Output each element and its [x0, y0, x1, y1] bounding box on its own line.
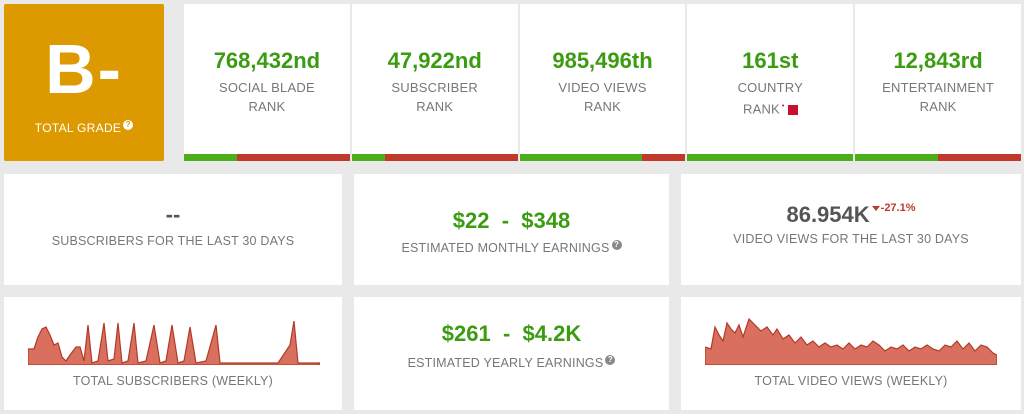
rank-social-blade: 768,432nd SOCIAL BLADE RANK — [184, 4, 352, 161]
rank-entertainment: 12,843rd ENTERTAINMENT RANK — [855, 4, 1021, 161]
rank-value: 985,496th — [552, 48, 653, 73]
yearly-earnings-value: $261 - $4.2K — [354, 321, 669, 347]
rank-bar-red — [384, 154, 518, 161]
yearly-earnings-sep: - — [502, 321, 511, 346]
subscribers-sparkline-area — [28, 321, 320, 365]
subscribers-30-days-value: -- — [165, 202, 181, 227]
rank-bar-green — [687, 154, 854, 161]
yearly-earnings-card: $261 - $4.2K ESTIMATED YEARLY EARNINGS? — [354, 297, 669, 410]
rank-label-line2: RANK — [584, 99, 621, 114]
rank-value: 161st — [742, 48, 799, 73]
rank-label-line2: RANK — [248, 99, 286, 114]
rank-country: 161st COUNTRY RANK • — [687, 4, 856, 161]
yearly-earnings-high: $4.2K — [522, 321, 582, 346]
rank-bar — [855, 154, 1021, 161]
rank-label-line1: VIDEO VIEWS — [558, 80, 647, 95]
down-triangle-icon — [871, 205, 880, 211]
rank-label-line1: SUBSCRIBER — [391, 80, 478, 95]
rank-bar-green — [519, 154, 643, 161]
rank-value: 768,432nd — [213, 48, 321, 73]
help-icon[interactable]: ? — [611, 240, 622, 250]
yearly-earnings-low: $261 — [441, 321, 491, 346]
rank-value: 47,922nd — [387, 48, 482, 73]
monthly-earnings-sep: - — [501, 208, 510, 233]
ranks-panel: 768,432nd SOCIAL BLADE RANK 47,922nd SUBS… — [184, 4, 1021, 161]
rank-bar-red — [642, 154, 686, 161]
rank-label-line2: RANK — [919, 99, 957, 114]
rank-value: 12,843rd — [893, 48, 983, 73]
help-icon[interactable]: ? — [123, 120, 134, 130]
monthly-earnings-label: ESTIMATED MONTHLY EARNINGS? — [354, 240, 669, 255]
video-views-sparkline — [705, 317, 997, 365]
total-subscribers-weekly-card: TOTAL SUBSCRIBERS (WEEKLY) — [4, 297, 342, 410]
rank-bar-green — [855, 154, 939, 161]
rank-bar-red — [237, 154, 350, 161]
rank-label-line1: SOCIAL BLADE — [218, 80, 315, 95]
total-grade-box: B- TOTAL GRADE? — [4, 4, 164, 161]
video-views-30-days-card: 86.954K -27.1% VIDEO VIEWS FOR THE LAST 3… — [681, 174, 1021, 285]
rank-label: VIDEO VIEWS RANK — [520, 78, 686, 116]
rank-label: COUNTRY RANK • — [687, 78, 853, 118]
country-marker: • — [781, 103, 785, 110]
grade-letter: B- — [45, 30, 123, 108]
grade-label: TOTAL GRADE? — [4, 120, 164, 135]
rank-subscriber: 47,922nd SUBSCRIBER RANK — [351, 4, 520, 161]
monthly-earnings-card: $22 - $348 ESTIMATED MONTHLY EARNINGS? — [354, 174, 669, 285]
rank-label-line1: COUNTRY — [737, 80, 804, 95]
yearly-earnings-label: ESTIMATED YEARLY EARNINGS? — [354, 355, 669, 370]
monthly-earnings-value: $22 - $348 — [354, 208, 669, 234]
subscribers-sparkline — [28, 321, 320, 365]
monthly-earnings-low: $22 — [452, 208, 490, 233]
yearly-earnings-label-text: ESTIMATED YEARLY EARNINGS — [407, 356, 604, 371]
rank-bar — [184, 154, 350, 161]
rank-label: SOCIAL BLADE RANK — [184, 78, 350, 116]
rank-label: SUBSCRIBER RANK — [352, 78, 518, 116]
rank-bar — [351, 154, 518, 161]
subscribers-30-days-card: -- SUBSCRIBERS FOR THE LAST 30 DAYS — [4, 174, 342, 285]
rank-label-line2: RANK — [416, 99, 454, 114]
rank-video-views: 985,496th VIDEO VIEWS RANK — [519, 4, 688, 161]
total-subscribers-weekly-label: TOTAL SUBSCRIBERS (WEEKLY) — [73, 374, 273, 388]
grade-label-text: TOTAL GRADE — [34, 121, 122, 135]
rank-label-line1: ENTERTAINMENT — [882, 80, 995, 95]
rank-bar-green — [184, 154, 238, 161]
views-delta: -27.1% — [871, 202, 916, 214]
rank-bar — [519, 154, 686, 161]
video-views-30-days-value: 86.954K -27.1% — [681, 202, 1021, 228]
help-icon[interactable]: ? — [605, 355, 616, 365]
country-flag-icon[interactable] — [787, 104, 798, 115]
video-views-30-days-label: VIDEO VIEWS FOR THE LAST 30 DAYS — [733, 232, 969, 246]
video-views-sparkline-area — [705, 317, 997, 365]
rank-bar-red — [938, 154, 1021, 161]
rank-bar-green — [351, 154, 385, 161]
views-delta-text: -27.1% — [880, 202, 916, 214]
monthly-earnings-high: $348 — [521, 208, 571, 233]
subscribers-30-days-label: SUBSCRIBERS FOR THE LAST 30 DAYS — [51, 234, 295, 248]
monthly-earnings-label-text: ESTIMATED MONTHLY EARNINGS — [401, 241, 610, 256]
total-video-views-weekly-label: TOTAL VIDEO VIEWS (WEEKLY) — [754, 374, 948, 388]
rank-label-line2: RANK — [743, 101, 780, 117]
rank-label: ENTERTAINMENT RANK — [855, 78, 1021, 116]
rank-bar — [687, 154, 854, 161]
video-views-30-days-number: 86.954K — [786, 202, 870, 227]
total-video-views-weekly-card: TOTAL VIDEO VIEWS (WEEKLY) — [681, 297, 1021, 410]
